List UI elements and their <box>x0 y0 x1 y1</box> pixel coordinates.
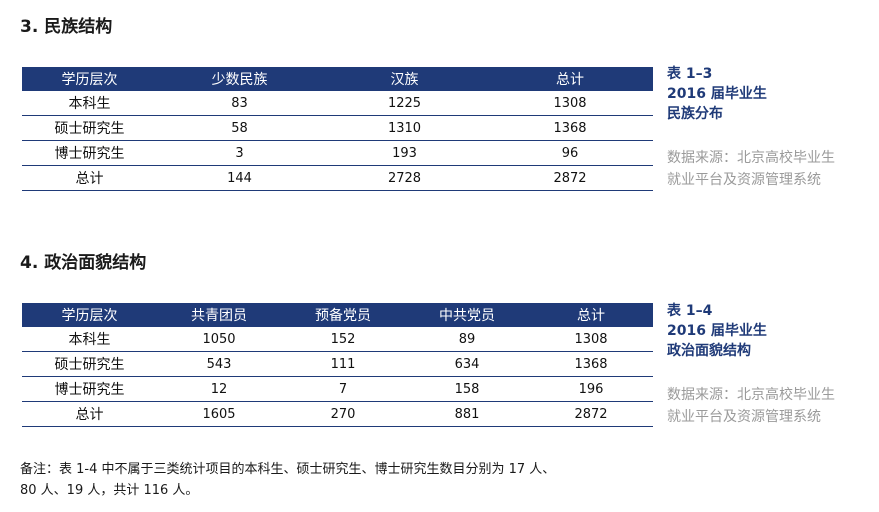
row-label: 本科生 <box>22 91 157 116</box>
table-cell: 89 <box>405 327 529 352</box>
row-label: 总计 <box>22 401 157 427</box>
table-cell: 1308 <box>487 91 653 116</box>
source-line: 就业平台及资源管理系统 <box>667 409 821 425</box>
table-cell: 1605 <box>157 401 281 427</box>
section-4-title: 4. 政治面貌结构 <box>20 253 147 273</box>
political-status-table: 学历层次 共青团员 预备党员 中共党员 总计 本科生 1050 152 89 1… <box>22 303 653 427</box>
data-source: 数据来源：北京高校毕业生 就业平台及资源管理系统 <box>667 147 877 191</box>
table-row: 硕士研究生 58 1310 1368 <box>22 115 653 141</box>
table-cell: 1310 <box>322 115 487 141</box>
table-cell: 634 <box>405 351 529 377</box>
table-cell: 83 <box>157 91 322 116</box>
row-label: 博士研究生 <box>22 376 157 402</box>
column-header: 预备党员 <box>281 303 405 327</box>
table-cell: 543 <box>157 351 281 377</box>
column-header: 总计 <box>529 303 653 327</box>
ethnicity-table: 学历层次 少数民族 汉族 总计 本科生 83 1225 1308 硕士研究生 5… <box>22 67 653 191</box>
column-header: 汉族 <box>322 67 487 91</box>
table-row: 硕士研究生 543 111 634 1368 <box>22 351 653 377</box>
column-header: 学历层次 <box>22 67 157 91</box>
section-3-title: 3. 民族结构 <box>20 17 113 37</box>
table-row: 总计 144 2728 2872 <box>22 165 653 191</box>
table-cell: 111 <box>281 351 405 377</box>
caption-year: 2016 届毕业生 <box>667 323 767 339</box>
table-cell: 7 <box>281 376 405 402</box>
table-cell: 1308 <box>529 327 653 352</box>
table-caption: 表 1–4 2016 届毕业生 政治面貌结构 <box>667 301 867 361</box>
caption-number: 表 1–3 <box>667 66 713 82</box>
table-header-row: 学历层次 共青团员 预备党员 中共党员 总计 <box>22 303 653 327</box>
table-cell: 193 <box>322 140 487 166</box>
table-cell: 1368 <box>529 351 653 377</box>
caption-year: 2016 届毕业生 <box>667 86 767 102</box>
table-cell: 3 <box>157 140 322 166</box>
column-header: 总计 <box>487 67 653 91</box>
row-label: 本科生 <box>22 327 157 352</box>
source-line: 就业平台及资源管理系统 <box>667 172 821 188</box>
table-row: 博士研究生 12 7 158 196 <box>22 376 653 402</box>
caption-subject: 政治面貌结构 <box>667 343 751 359</box>
footnote-line: 备注：表 1-4 中不属于三类统计项目的本科生、硕士研究生、博士研究生数目分别为… <box>20 462 556 477</box>
table-cell: 2728 <box>322 165 487 191</box>
table-cell: 270 <box>281 401 405 427</box>
table-row: 博士研究生 3 193 96 <box>22 140 653 166</box>
table-cell: 1225 <box>322 91 487 116</box>
source-line: 数据来源：北京高校毕业生 <box>667 150 835 166</box>
table-row: 本科生 1050 152 89 1308 <box>22 327 653 352</box>
table-cell: 152 <box>281 327 405 352</box>
row-label: 硕士研究生 <box>22 115 157 141</box>
table-cell: 1368 <box>487 115 653 141</box>
table-header-row: 学历层次 少数民族 汉族 总计 <box>22 67 653 91</box>
table-cell: 96 <box>487 140 653 166</box>
table-cell: 1050 <box>157 327 281 352</box>
table-row: 总计 1605 270 881 2872 <box>22 401 653 427</box>
table-cell: 881 <box>405 401 529 427</box>
row-label: 总计 <box>22 165 157 191</box>
column-header: 少数民族 <box>157 67 322 91</box>
data-source: 数据来源：北京高校毕业生 就业平台及资源管理系统 <box>667 384 877 428</box>
row-label: 博士研究生 <box>22 140 157 166</box>
caption-number: 表 1–4 <box>667 303 713 319</box>
column-header: 共青团员 <box>157 303 281 327</box>
table-caption: 表 1–3 2016 届毕业生 民族分布 <box>667 64 867 124</box>
table-cell: 196 <box>529 376 653 402</box>
footnote-line: 80 人、19 人，共计 116 人。 <box>20 483 199 498</box>
column-header: 学历层次 <box>22 303 157 327</box>
footnote: 备注：表 1-4 中不属于三类统计项目的本科生、硕士研究生、博士研究生数目分别为… <box>20 459 660 501</box>
source-line: 数据来源：北京高校毕业生 <box>667 387 835 403</box>
table-cell: 12 <box>157 376 281 402</box>
table-cell: 2872 <box>529 401 653 427</box>
table-cell: 144 <box>157 165 322 191</box>
row-label: 硕士研究生 <box>22 351 157 377</box>
table-cell: 58 <box>157 115 322 141</box>
table-cell: 2872 <box>487 165 653 191</box>
table-row: 本科生 83 1225 1308 <box>22 91 653 116</box>
column-header: 中共党员 <box>405 303 529 327</box>
caption-subject: 民族分布 <box>667 106 723 122</box>
table-cell: 158 <box>405 376 529 402</box>
